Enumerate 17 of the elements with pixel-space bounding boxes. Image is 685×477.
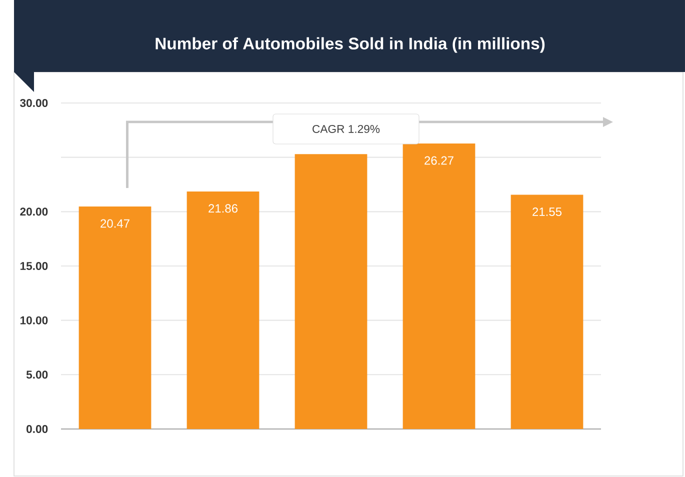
y-tick-label: 10.00 bbox=[20, 316, 48, 324]
data-label: 20.47 bbox=[100, 219, 130, 228]
y-tick-label: 0.00 bbox=[26, 424, 48, 433]
annotation: CAGR 1.29% bbox=[312, 124, 380, 133]
y-tick-label: 5.00 bbox=[26, 370, 48, 379]
y-tick-label: 20.00 bbox=[20, 208, 48, 216]
y-tick-label: 15.00 bbox=[20, 262, 48, 270]
bar bbox=[402, 144, 476, 429]
chart-title: Number of Automobiles Sold in India (in millions) bbox=[156, 37, 545, 53]
bar bbox=[510, 194, 584, 429]
bar bbox=[294, 154, 368, 429]
data-label: 21.86 bbox=[208, 204, 238, 213]
data-label: 21.55 bbox=[532, 208, 562, 216]
data-label: 26.27 bbox=[424, 156, 454, 165]
y-tick-label: 30.00 bbox=[20, 98, 48, 108]
bar bbox=[78, 206, 152, 429]
bar bbox=[186, 191, 260, 429]
